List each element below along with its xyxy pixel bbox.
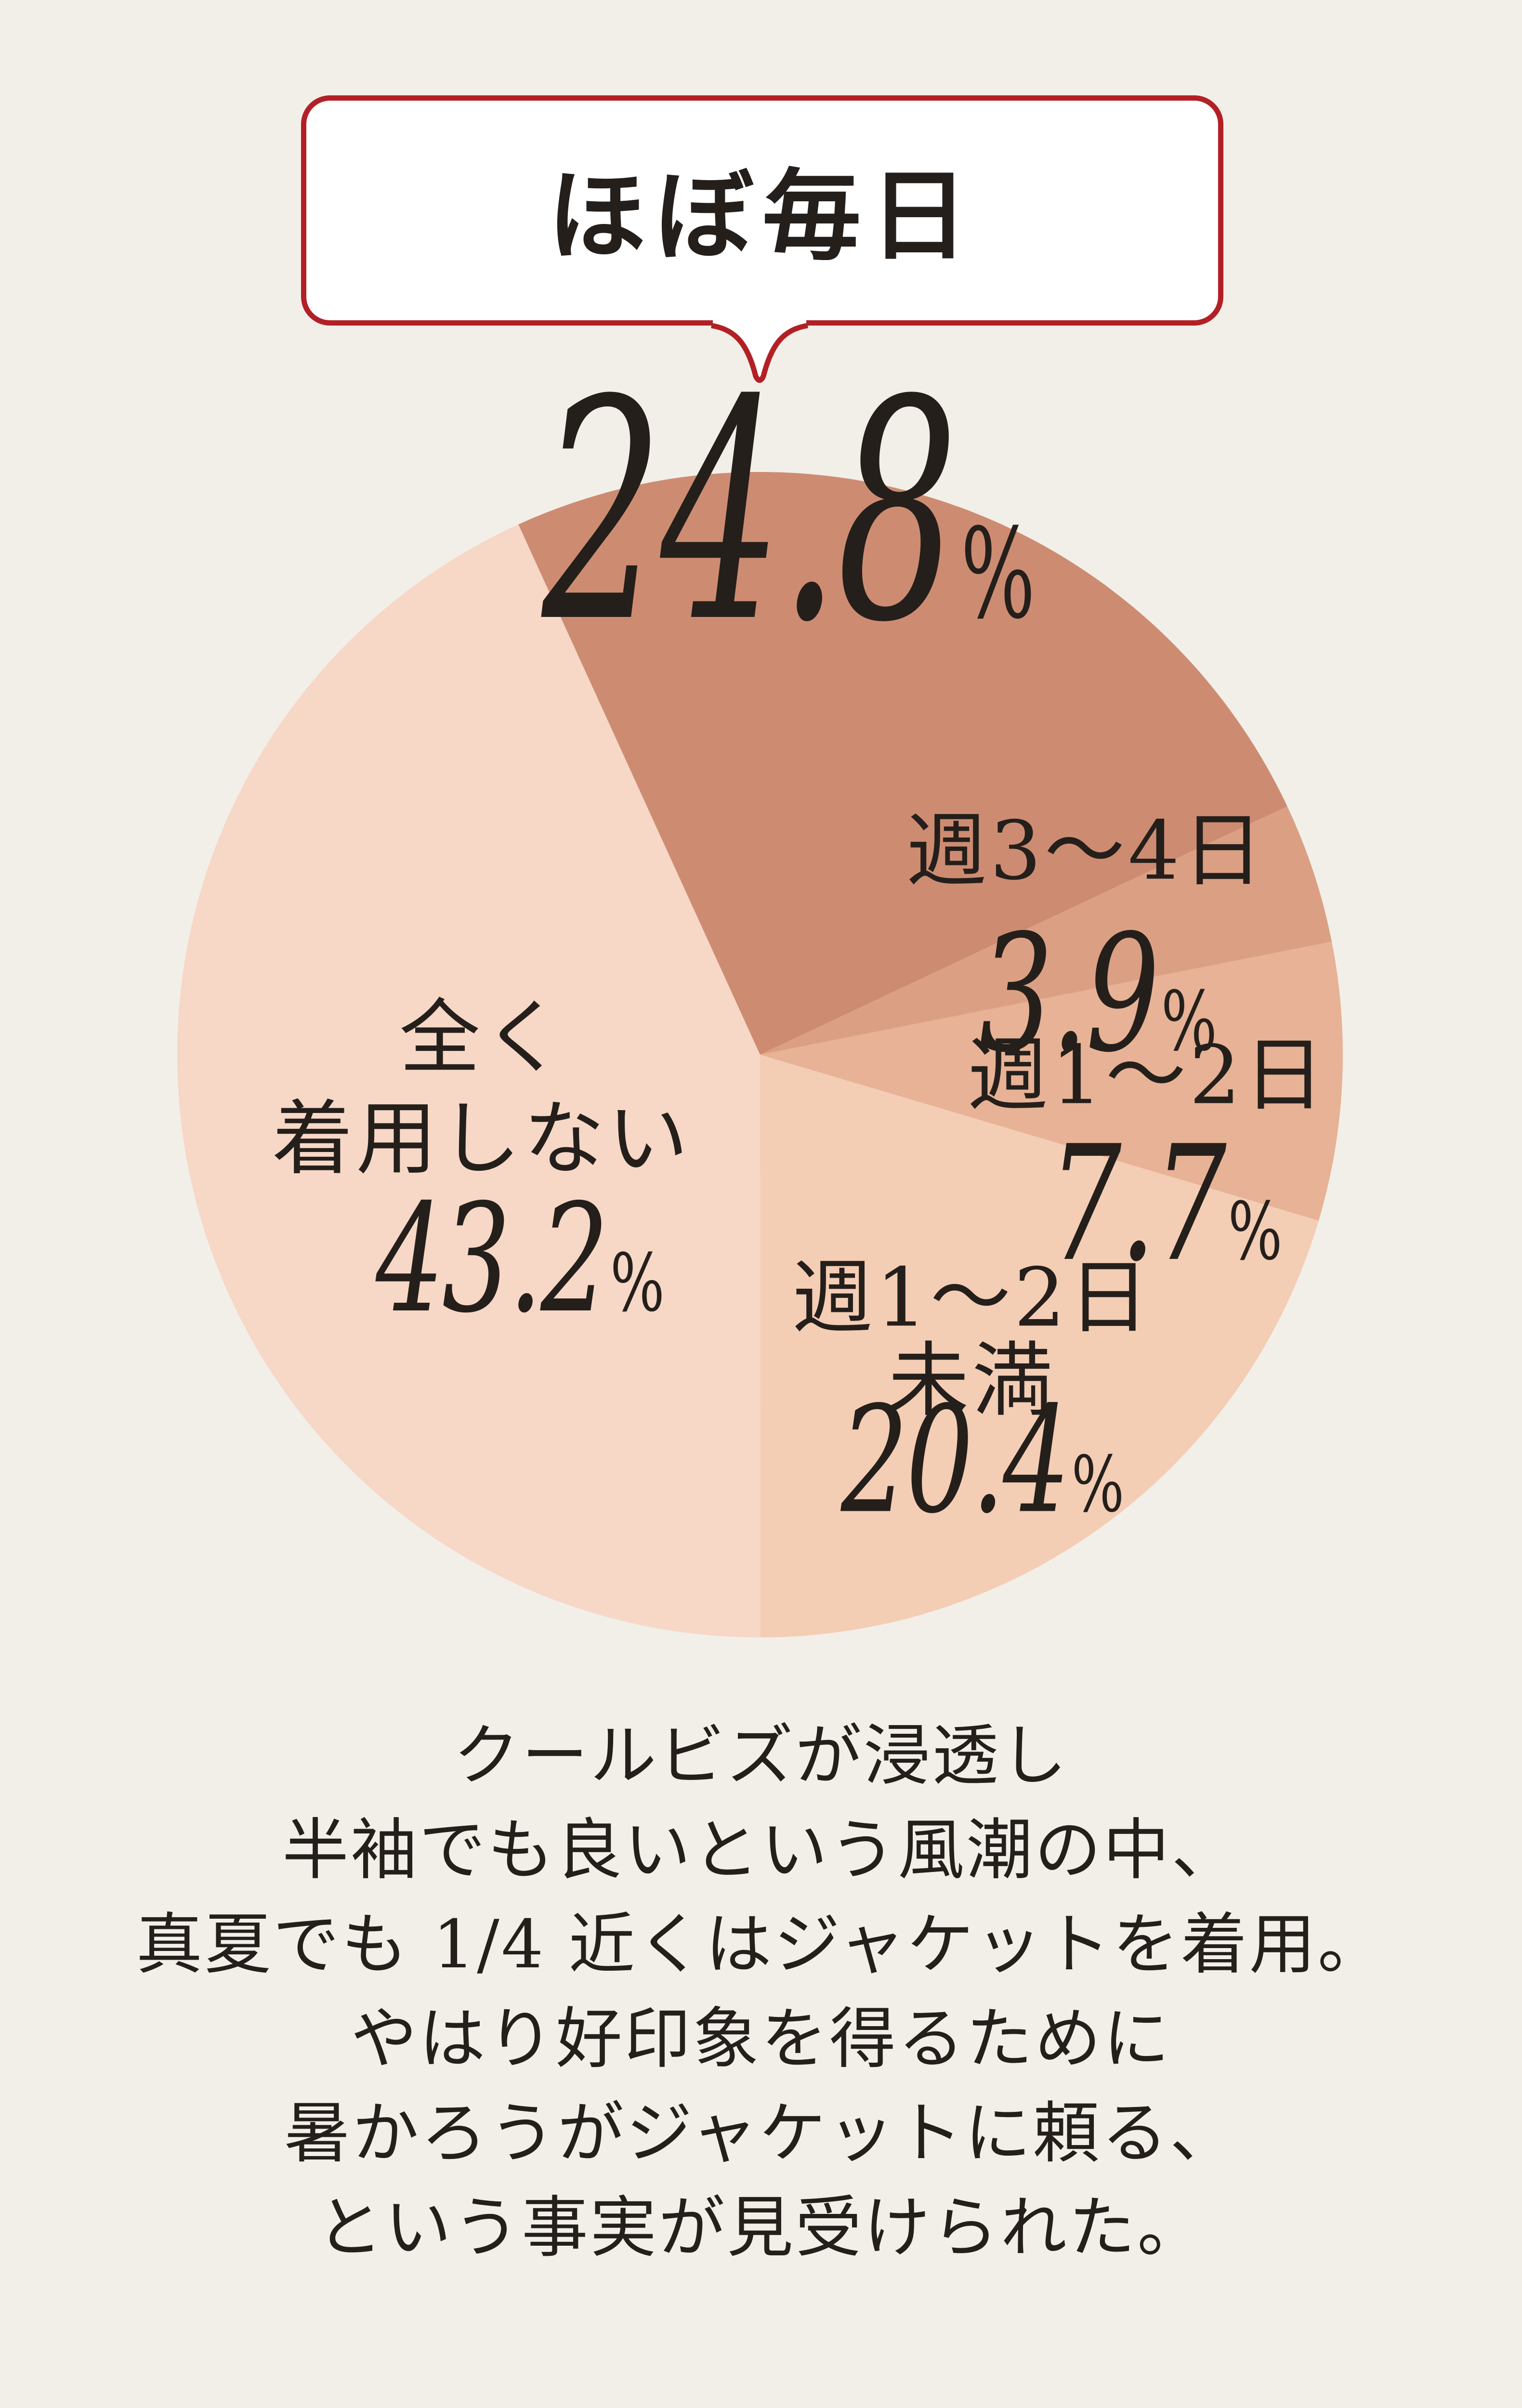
big-percent-value: 24.8 bbox=[542, 335, 958, 689]
slice-label-week1-2: 週1〜2日 bbox=[967, 1028, 1327, 1123]
slice-label-week3-4: 週3〜4日 bbox=[906, 803, 1266, 898]
slice-label-never-line2: 着用しない bbox=[272, 1091, 691, 1186]
slice-value-never-digits: 43.2 bbox=[376, 1172, 609, 1346]
slice-value-never: 43.2% bbox=[376, 1185, 665, 1334]
pie-slice-2 bbox=[760, 942, 1343, 1221]
slice-value-week3-4-digits: 3.9 bbox=[979, 900, 1160, 1088]
speech-bubble-tail-path bbox=[711, 323, 808, 383]
speech-bubble-tail bbox=[711, 320, 808, 383]
caption-line: 暑かろうがジャケットに頼る、 bbox=[284, 2094, 1238, 2172]
slice-value-under-week1-2-digits: 20.4 bbox=[840, 1374, 1070, 1546]
slice-value-week1-2-percent-sign: % bbox=[1228, 1185, 1283, 1278]
caption-line: やはり好印象を得るために bbox=[350, 2000, 1171, 2078]
caption-line: 真夏でも 1/4 近くはジャケットを着用。 bbox=[136, 1906, 1386, 1983]
big-percent-sign: % bbox=[960, 502, 1036, 646]
slice-label-under-week1-2-line1: 週1〜2日 bbox=[792, 1250, 1152, 1345]
big-percent-almost-daily: 24.8% bbox=[542, 360, 1035, 664]
slice-value-week3-4: 3.9% bbox=[979, 914, 1217, 1075]
pie-slice-1 bbox=[760, 806, 1332, 1055]
slice-value-week3-4-percent-sign: % bbox=[1161, 974, 1218, 1070]
slice-value-week1-2: 7.7% bbox=[1049, 1125, 1283, 1283]
pie-chart bbox=[177, 472, 1343, 1637]
slice-value-week1-2-digits: 7.7 bbox=[1049, 1112, 1227, 1296]
speech-bubble-label: ほぼ毎日 bbox=[547, 158, 977, 274]
caption-line: 半袖でも良いという風潮の中、 bbox=[282, 1811, 1240, 1889]
caption-line: という事実が見受けられた。 bbox=[316, 2189, 1206, 2266]
caption-line: クールビズが浸透し bbox=[453, 1717, 1069, 1794]
slice-value-under-week1-2: 20.4% bbox=[841, 1387, 1124, 1534]
pie-slice-3 bbox=[760, 1055, 1319, 1637]
slice-label-under-week1-2-line2: 未満 bbox=[888, 1333, 1056, 1428]
slice-value-never-percent-sign: % bbox=[610, 1237, 665, 1329]
pie-slice-0 bbox=[518, 472, 1287, 1055]
pie-slice-4 bbox=[177, 524, 761, 1637]
caption: クールビズが浸透し 半袖でも良いという風潮の中、 真夏でも 1/4 近くはジャケ… bbox=[0, 1709, 1522, 2275]
slice-value-under-week1-2-percent-sign: % bbox=[1071, 1439, 1125, 1530]
slice-label-never-line1: 全く bbox=[399, 990, 567, 1085]
speech-bubble: ほぼ毎日 bbox=[301, 95, 1223, 326]
